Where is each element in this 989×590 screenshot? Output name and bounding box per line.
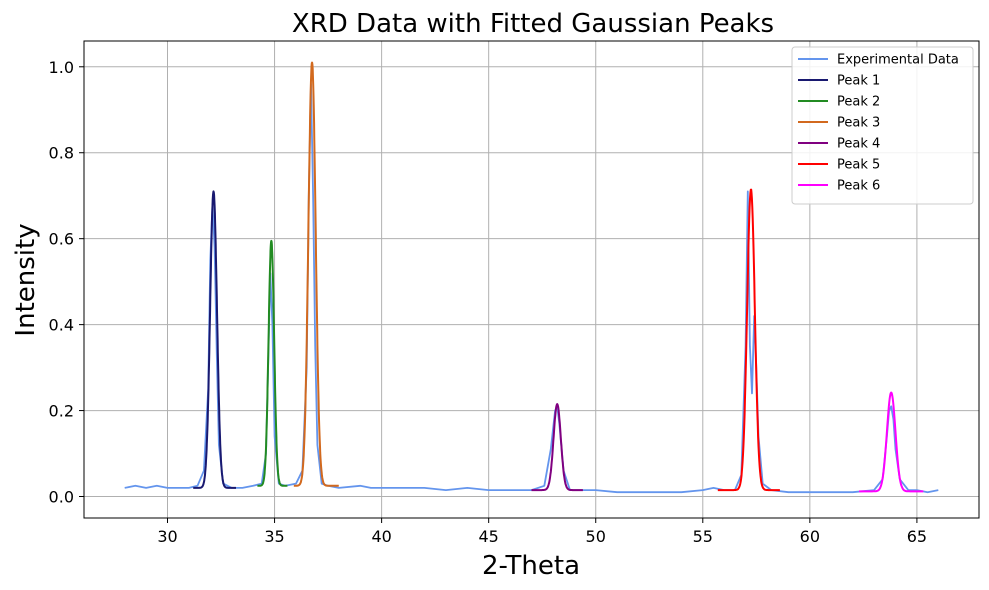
x-tick-label: 60 <box>800 527 820 546</box>
series-line-peak-1 <box>192 190 237 489</box>
chart-title: XRD Data with Fitted Gaussian Peaks <box>292 9 774 39</box>
series-line-peak-4 <box>530 403 584 492</box>
y-tick-label: 0.6 <box>49 230 74 249</box>
y-tick-label: 0.8 <box>49 144 74 163</box>
x-tick-label: 30 <box>157 527 177 546</box>
legend-label: Peak 5 <box>837 158 880 173</box>
x-tick-label: 45 <box>478 527 498 546</box>
series-line-peak-5 <box>717 188 781 492</box>
series-group <box>124 61 939 494</box>
y-tick-label: 0.2 <box>49 402 74 421</box>
legend-box <box>791 46 974 205</box>
legend-label: Peak 6 <box>837 179 880 194</box>
legend-label: Peak 2 <box>837 95 880 110</box>
legend: Experimental Data Peak 1 Peak 2 Peak 3 Peak … <box>791 46 974 205</box>
x-ticks: 30 35 40 45 50 55 60 65 <box>157 518 927 546</box>
x-tick-label: 35 <box>264 527 284 546</box>
x-tick-label: 40 <box>371 527 391 546</box>
legend-label: Peak 3 <box>837 116 880 131</box>
y-ticks: 0.0 0.2 0.4 0.6 0.8 1.0 <box>49 58 84 507</box>
legend-label: Experimental Data <box>837 53 959 68</box>
y-axis-label: Intensity <box>11 223 41 336</box>
series-line-peak-6 <box>858 391 924 493</box>
x-tick-label: 55 <box>693 527 713 546</box>
series-line-peak-2 <box>256 239 289 487</box>
legend-label: Peak 1 <box>837 74 880 89</box>
x-tick-label: 65 <box>907 527 927 546</box>
y-tick-label: 1.0 <box>49 58 74 77</box>
plot-frame <box>83 40 980 519</box>
x-tick-label: 50 <box>586 527 606 546</box>
series-line-peak-3 <box>293 61 340 487</box>
y-tick-label: 0.0 <box>49 488 74 507</box>
y-tick-label: 0.4 <box>49 316 74 335</box>
x-axis-label: 2-Theta <box>482 551 580 581</box>
legend-label: Peak 4 <box>837 137 880 152</box>
